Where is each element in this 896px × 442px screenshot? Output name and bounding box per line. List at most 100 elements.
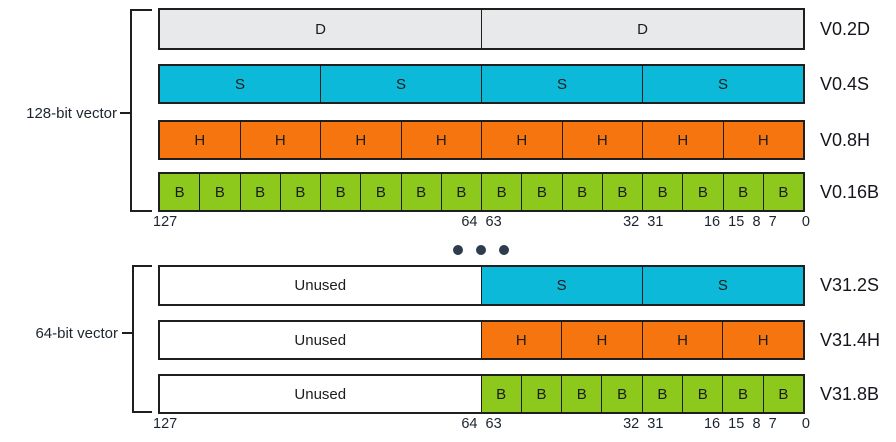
lane-cell: B — [602, 174, 643, 210]
register-name-v31-4h: V31.4H — [820, 329, 881, 350]
lane-cell: B — [521, 376, 563, 412]
unused-label: Unused — [294, 277, 347, 294]
lane-label: B — [496, 183, 507, 201]
bit-number: 64 — [461, 416, 478, 432]
lane-cell: H — [481, 322, 563, 358]
lane-cell: B — [441, 174, 482, 210]
lane-cell: B — [401, 174, 442, 210]
lane-label: B — [496, 385, 507, 403]
lane-cell: B — [723, 174, 764, 210]
lane-cell: B — [763, 376, 803, 412]
lane-label: H — [596, 331, 608, 349]
lane-cell: H — [321, 122, 402, 158]
lane-cell: B — [723, 376, 764, 412]
lane-label: B — [617, 385, 628, 403]
lane-label: H — [757, 331, 769, 349]
lane-cell: S — [643, 66, 803, 102]
lane-cell: H — [160, 122, 241, 158]
lane-cell: D — [160, 10, 482, 48]
lane-label: H — [757, 131, 769, 149]
lane-cell: B — [522, 174, 563, 210]
bit-number: 7 — [768, 416, 777, 432]
lane-cell: D — [482, 10, 803, 48]
bit-scale-bottom: 127 64 63 32 31 16 15 8 7 0 — [153, 416, 810, 434]
lane-label: B — [335, 183, 346, 201]
lane-cell: H — [562, 122, 643, 158]
bit-scale-top: 127 64 63 32 31 16 15 8 7 0 — [153, 214, 810, 232]
bit-number: 32 — [623, 214, 640, 230]
lane-cell: B — [280, 174, 321, 210]
lane-label: B — [778, 183, 789, 201]
lane-cell: B — [160, 174, 201, 210]
bit-number: 15 — [728, 214, 745, 230]
unused-segment: Unused — [160, 376, 482, 412]
register-name-v31-8b: V31.8B — [820, 383, 880, 404]
lane-label: B — [536, 385, 547, 403]
lane-cell: H — [723, 122, 803, 158]
lane-label: B — [456, 183, 467, 201]
lane-label: B — [255, 183, 266, 201]
lane-label: H — [677, 331, 688, 349]
lane-cell: B — [763, 174, 803, 210]
ellipsis-dot — [499, 245, 509, 255]
lane-cell: B — [200, 174, 241, 210]
lane-cell: B — [562, 376, 603, 412]
lane-label: B — [657, 183, 668, 201]
lane-label: B — [778, 385, 789, 403]
lane-cell: B — [321, 174, 362, 210]
lane-cell: H — [482, 122, 563, 158]
lane-label: B — [738, 385, 749, 403]
lane-cell: H — [240, 122, 321, 158]
register-name-v0-4s: V0.4S — [820, 73, 870, 94]
lane-cell: B — [481, 376, 522, 412]
lane-label: B — [416, 183, 427, 201]
lane-label: B — [174, 183, 185, 201]
bit-number: 31 — [647, 416, 664, 432]
bit-number: 15 — [728, 416, 745, 432]
bracket-label-128bit: 128-bit vector — [26, 105, 117, 122]
lane-cell: B — [482, 174, 523, 210]
lane-cell: S — [642, 267, 803, 304]
lane-label: B — [576, 385, 587, 403]
bit-number: 16 — [703, 416, 721, 432]
lane-cell: B — [642, 376, 684, 412]
lane-label: S — [395, 75, 406, 93]
lane-cell: B — [643, 174, 684, 210]
bit-number: 127 — [153, 214, 178, 230]
lane-label: H — [274, 131, 286, 149]
lane-label: S — [717, 75, 728, 93]
lane-label: D — [637, 20, 648, 38]
bracket-128bit-tick — [120, 112, 130, 114]
bit-number: 63 — [485, 214, 502, 230]
lane-cell: B — [361, 174, 402, 210]
lane-cell: S — [482, 66, 643, 102]
lane-cell: H — [723, 322, 803, 358]
bracket-64bit-tick — [122, 332, 132, 334]
register-name-v0-2d: V0.2D — [820, 18, 871, 39]
lane-cell: B — [562, 174, 603, 210]
unused-segment: Unused — [160, 267, 482, 304]
register-row-v31-4h: Unused H H H H — [158, 320, 805, 360]
bit-number: 8 — [752, 214, 761, 230]
unused-label: Unused — [294, 331, 347, 349]
bit-number: 7 — [768, 214, 777, 230]
bit-number: 64 — [461, 214, 478, 230]
lane-label: B — [375, 183, 386, 201]
lane-cell: B — [683, 174, 724, 210]
unused-segment: Unused — [160, 322, 482, 358]
lane-cell: S — [321, 66, 482, 102]
bit-number: 8 — [752, 416, 761, 432]
lane-cell: B — [683, 376, 724, 412]
register-row-v31-8b: Unused B B B B B B B B — [158, 374, 805, 414]
lane-cell: B — [240, 174, 281, 210]
bit-number: 127 — [153, 416, 178, 432]
lane-label: H — [515, 331, 527, 349]
